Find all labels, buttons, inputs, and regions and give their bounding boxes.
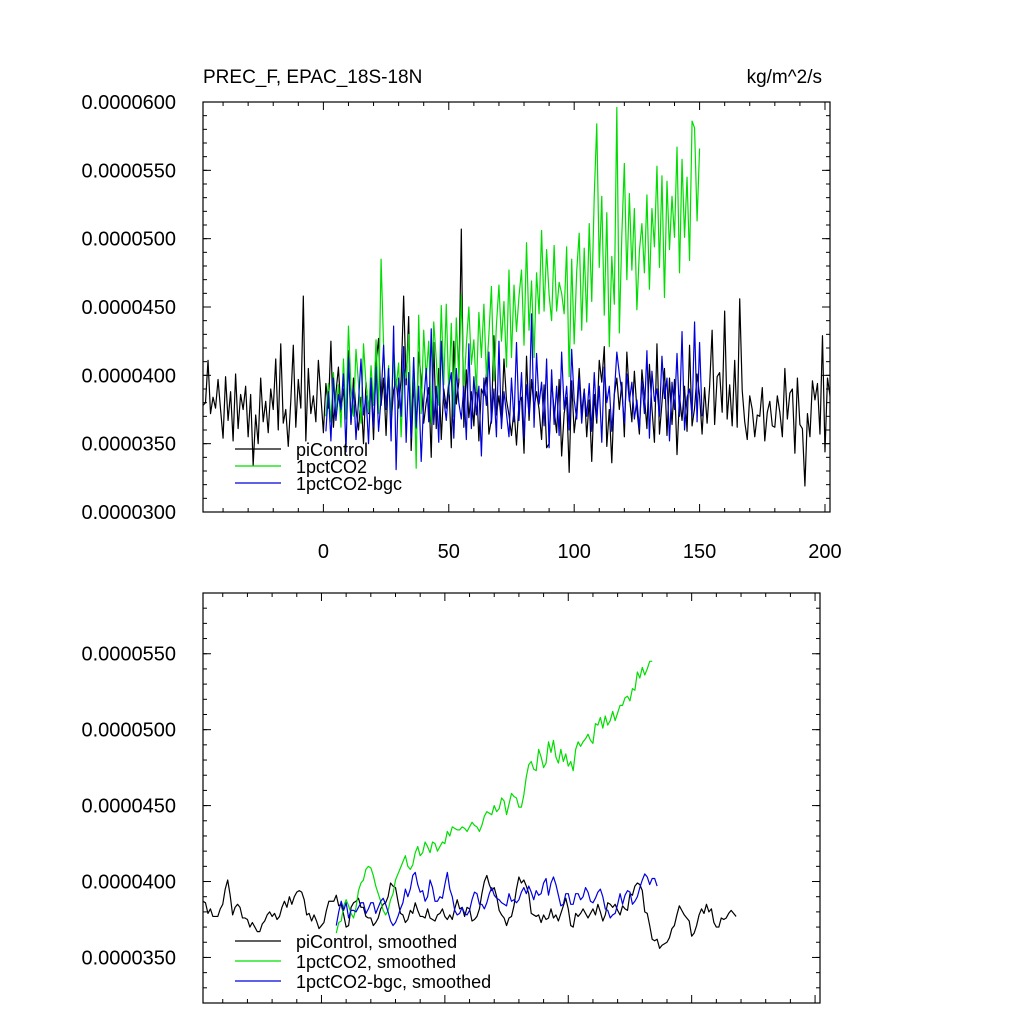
legend-label: 1pctCO2 (296, 457, 367, 477)
x-tick-label: 200 (808, 541, 841, 563)
series-line-2 (325, 313, 703, 471)
y-tick-label: 0.0000400 (81, 365, 176, 387)
y-tick-label: 0.0000500 (81, 720, 176, 742)
x-tick-label: 100 (557, 541, 590, 563)
plot-frame (202, 592, 821, 1004)
y-tick-label: 0.0000550 (81, 160, 176, 182)
y-tick-label: 0.0000350 (81, 434, 176, 456)
y-tick-label: 0.0000350 (81, 947, 176, 969)
series-line-0 (203, 228, 830, 487)
y-tick-label: 0.0000550 (81, 644, 176, 666)
panel-precip-raw: 0 50 100 150 200 0.0000300 0.0000350 0.0000400 0… (81, 67, 841, 563)
series-line-1 (335, 660, 653, 934)
y-tick-label: 0.0000450 (81, 297, 176, 319)
chart-units: kg/m^2/s (747, 67, 822, 88)
x-tick-label: 150 (683, 541, 716, 563)
chart-title: PREC_F, EPAC_18S-18N (203, 67, 422, 88)
y-tick-label: 0.0000600 (81, 92, 176, 114)
x-tick-label: 50 (438, 541, 460, 563)
legend-label: 1pctCO2, smoothed (296, 952, 456, 972)
y-tick-label: 0.0000500 (81, 229, 176, 251)
series-line-2 (335, 871, 658, 927)
legend-label: 1pctCO2-bgc, smoothed (296, 972, 491, 992)
legend-label: piControl (296, 440, 368, 460)
x-tick-label: 0 (318, 541, 329, 563)
y-tick-label: 0.0000450 (81, 796, 176, 818)
y-tick-label: 0.0000300 (81, 502, 176, 524)
y-tick-label: 0.0000400 (81, 872, 176, 894)
panel-precip-smoothed: 0.0000350 0.0000400 0.0000450 0.0000500 0.00… (81, 592, 821, 1004)
legend-label: 1pctCO2-bgc (296, 474, 402, 494)
legend-label: piControl, smoothed (296, 932, 457, 952)
